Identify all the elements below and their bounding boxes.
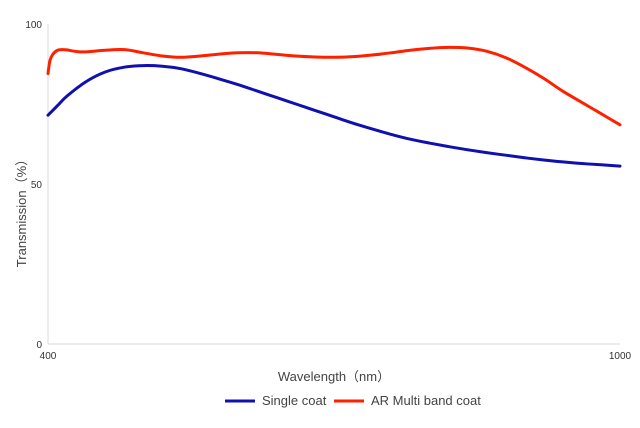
y-tick-label: 50 [31,180,43,191]
x-tick-label: 1000 [609,351,632,362]
series-line-0 [46,64,622,168]
x-tick-label: 400 [40,351,57,362]
y-tick-label: 100 [25,20,42,31]
series-lines [46,45,622,168]
legend-label-0: Single coat [262,393,327,408]
series-line-1 [46,45,622,127]
y-axis-title: Transmission（%） [14,153,29,267]
legend-label-1: AR Multi band coat [371,393,481,408]
y-tick-label: 0 [36,340,42,351]
legend: Single coat AR Multi band coat [225,393,481,408]
tick-labels: 0 50 100 400 1000 [25,20,631,362]
x-axis-title: Wavelength（nm） [278,369,390,384]
